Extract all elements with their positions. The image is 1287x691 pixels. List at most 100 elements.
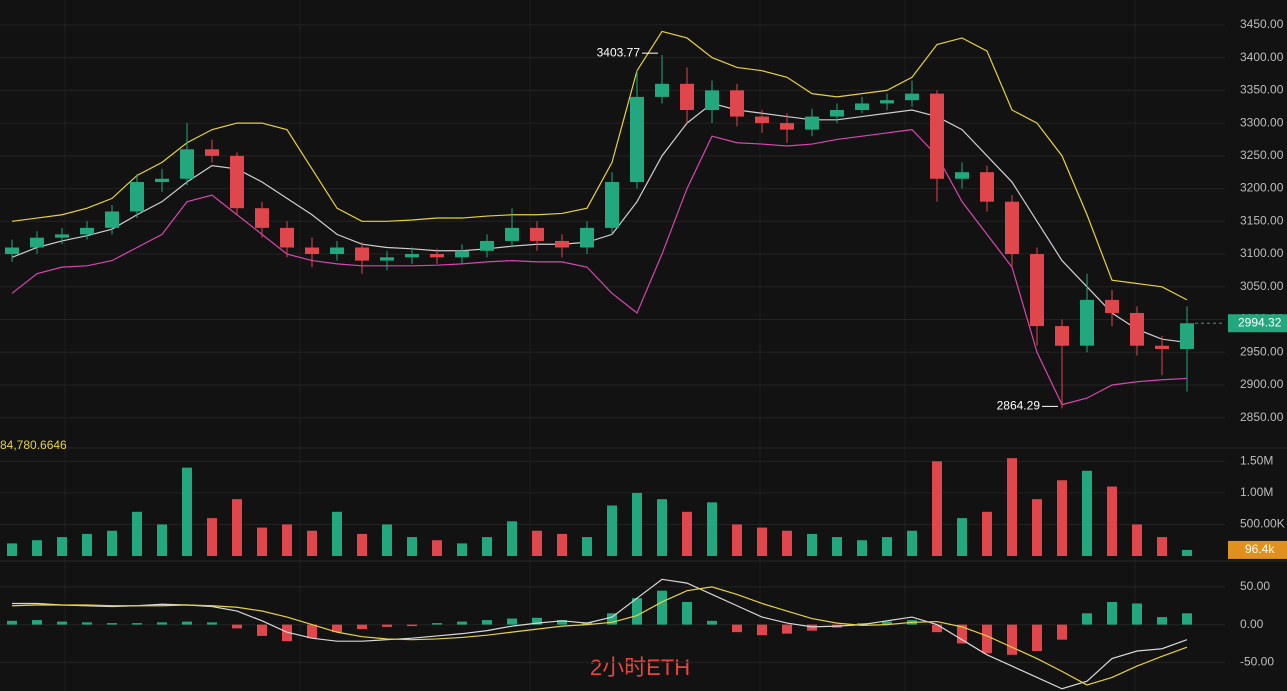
y-tick-label: 1.50M <box>1240 453 1273 467</box>
volume-bar <box>432 540 442 556</box>
macd-bar <box>707 620 717 625</box>
candle-body <box>380 257 394 261</box>
macd-bar <box>207 622 217 625</box>
macd-bar <box>607 613 617 625</box>
last-price-badge <box>1228 314 1287 333</box>
candle-body <box>180 149 194 179</box>
volume-bar <box>757 527 767 556</box>
candle-body <box>680 83 694 110</box>
macd-bar <box>1157 617 1167 625</box>
volume-bar <box>707 502 717 556</box>
y-tick-label: 3250.00 <box>1240 148 1284 162</box>
bollinger-band <box>11 129 1188 406</box>
macd-bar <box>1107 601 1117 625</box>
candle-body <box>330 247 344 255</box>
macd-bar <box>332 624 342 633</box>
macd-bar <box>107 623 117 625</box>
volume-bar <box>7 543 17 556</box>
candle-body <box>905 93 919 101</box>
candle-body <box>1030 254 1044 327</box>
candle-body <box>730 90 744 117</box>
volume-bar <box>207 518 217 556</box>
macd-bar <box>732 624 742 633</box>
y-tick-label: 500.00K <box>1240 517 1285 531</box>
bollinger-band <box>11 102 1188 344</box>
volume-bar <box>307 530 317 556</box>
volume-bar <box>407 537 417 556</box>
candle-body <box>430 254 444 258</box>
candle-body <box>780 123 794 130</box>
volume-bar <box>382 524 392 556</box>
volume-legend: 84,780.6646 <box>0 438 67 452</box>
y-tick-label: 0.00 <box>1240 617 1264 631</box>
macd-bar <box>407 624 417 627</box>
volume-bar <box>1057 480 1067 556</box>
candle-body <box>1080 299 1094 346</box>
volume-bar <box>882 537 892 556</box>
macd-bar <box>932 624 942 633</box>
last-price-text: 2994.32 <box>1238 315 1282 329</box>
candle-body <box>480 240 494 251</box>
y-tick-label: 3400.00 <box>1240 50 1284 64</box>
macd-bar <box>532 617 542 625</box>
volume-bar <box>682 511 692 556</box>
candle-body <box>55 234 69 238</box>
volume-bar <box>732 524 742 556</box>
macd-bar <box>182 621 192 625</box>
macd-bar <box>457 621 467 625</box>
volume-bar <box>782 530 792 556</box>
volume-bar <box>32 540 42 556</box>
volume-bar <box>257 527 267 556</box>
candle-body <box>705 90 719 110</box>
candle-body <box>130 182 144 212</box>
candle-body <box>580 227 594 248</box>
macd-bar <box>32 620 42 625</box>
y-tick-label: 3450.00 <box>1240 17 1284 31</box>
min-price-label: 2864.29 <box>997 399 1041 413</box>
volume-bar <box>807 533 817 556</box>
macd-bar <box>357 624 367 630</box>
macd-bar <box>232 624 242 629</box>
candle-body <box>805 116 819 130</box>
volume-badge <box>1228 540 1287 559</box>
macd-bar <box>682 601 692 625</box>
candle-body <box>880 100 894 104</box>
y-tick-label: 50.00 <box>1240 579 1270 593</box>
candle-body <box>855 103 869 110</box>
macd-bar <box>1057 624 1067 640</box>
volume-bar <box>1157 537 1167 556</box>
candle-body <box>530 227 544 241</box>
candle-body <box>405 254 419 258</box>
volume-bar <box>457 543 467 556</box>
y-tick-label: 3150.00 <box>1240 213 1284 227</box>
volume-bar <box>482 537 492 556</box>
macd-bar <box>57 621 67 625</box>
macd-bar <box>282 624 292 642</box>
volume-badge-text: 96.4k <box>1245 542 1275 556</box>
volume-bar <box>557 533 567 556</box>
volume-bar <box>232 499 242 556</box>
macd-bar <box>82 622 92 625</box>
volume-bar <box>157 524 167 556</box>
macd-bar <box>807 624 817 631</box>
volume-bar <box>357 533 367 556</box>
macd-bar <box>482 620 492 625</box>
volume-bar <box>132 511 142 556</box>
volume-bar <box>632 492 642 556</box>
candle-body <box>255 208 269 228</box>
volume-bar <box>907 530 917 556</box>
macd-bar <box>957 624 967 644</box>
volume-bar <box>607 505 617 556</box>
macd-bar <box>882 621 892 625</box>
volume-bar <box>832 537 842 556</box>
max-price-label: 3403.77 <box>597 45 641 59</box>
macd-bar <box>657 590 667 625</box>
volume-bar <box>332 511 342 556</box>
macd-bar <box>982 624 992 654</box>
volume-bar <box>1007 458 1017 556</box>
y-tick-label: -50.00 <box>1240 655 1274 669</box>
volume-bar <box>957 518 967 556</box>
candle-body <box>355 247 369 261</box>
volume-bar <box>1132 524 1142 556</box>
